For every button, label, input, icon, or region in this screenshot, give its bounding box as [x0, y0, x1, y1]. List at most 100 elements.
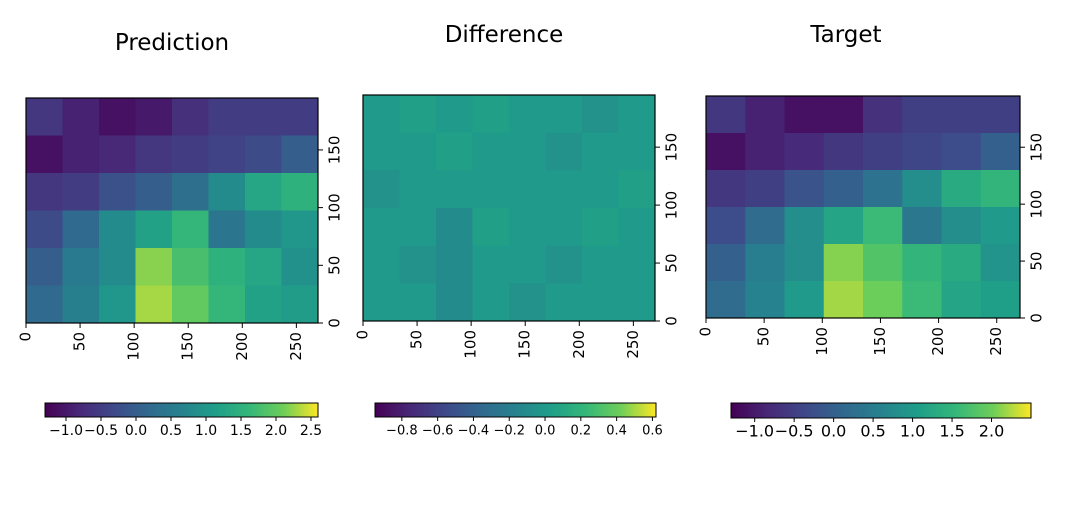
heatmap-cell [706, 96, 746, 134]
heatmap-cell [363, 245, 400, 284]
heatmap-cell [208, 210, 246, 249]
x-tick-label: 150 [871, 327, 889, 356]
colorbar-tick-label: −0.6 [422, 424, 454, 439]
heatmap-cell [363, 95, 400, 134]
heatmap-cell [62, 173, 100, 211]
plot-frame [705, 95, 1021, 319]
heatmap-cell [399, 208, 437, 247]
colorbar-tick-label: 0.0 [125, 423, 147, 439]
y-tick-label: 50 [1028, 252, 1046, 271]
colorbar-tick-label: −0.5 [775, 422, 814, 441]
heatmap-cell [582, 170, 619, 209]
y-tick-label: 0 [326, 318, 344, 328]
colorbar-tick-label: 2.0 [979, 422, 1004, 441]
heatmap-cell [745, 96, 785, 134]
colorbar-tick-label: 1.0 [900, 422, 925, 441]
heatmap-cell [472, 283, 510, 322]
heatmap-cell [745, 281, 785, 319]
colorbar-tick-label: 0.0 [821, 422, 846, 441]
y-tick-label: 50 [326, 256, 344, 275]
x-tick-label: 150 [516, 330, 534, 359]
heatmap-cell [545, 170, 583, 209]
heatmap-cell [363, 132, 400, 171]
heatmap-cell [245, 135, 282, 174]
colorbar-tick-label: −0.4 [458, 424, 490, 439]
heatmap-cell [823, 281, 864, 319]
x-tick-label: 200 [929, 327, 947, 356]
heatmap-cell [399, 132, 437, 171]
x-tick-label: 50 [71, 332, 89, 351]
heatmap-cell [135, 98, 173, 136]
heatmap-cell [902, 96, 942, 134]
colorbar-tick-label: 0.6 [642, 424, 663, 439]
heatmap-cell [208, 98, 246, 136]
heatmap-cell [902, 170, 942, 208]
x-tick-label: 250 [624, 330, 642, 359]
heatmap-cell [823, 96, 864, 134]
heatmap-cell [980, 244, 1021, 282]
heatmap-cell [135, 173, 173, 211]
heatmap-cell [62, 285, 100, 324]
heatmap-cell [745, 170, 785, 208]
colorbar-tick-label: 0.0 [535, 424, 556, 439]
heatmap-cell [545, 132, 583, 171]
heatmap-cell [436, 95, 473, 134]
heatmap-cell [618, 170, 656, 209]
heatmap-cell [399, 95, 437, 134]
heatmap-cell [902, 207, 942, 245]
heatmap-cell [745, 133, 785, 171]
x-tick-label: 100 [813, 327, 831, 356]
heatmap-cell [823, 244, 864, 282]
heatmap-cell [208, 248, 246, 286]
heatmap-cell [472, 245, 510, 284]
x-tick-label: 200 [233, 332, 251, 361]
y-tick-label: 150 [663, 133, 681, 162]
heatmap-cell [823, 170, 864, 208]
y-tick-label: 100 [663, 191, 681, 220]
heatmap-cell [172, 285, 209, 324]
heatmap-cell [863, 281, 903, 319]
colorbar [374, 402, 657, 418]
x-tick-label: 250 [987, 327, 1005, 356]
heatmap-cell [863, 133, 903, 171]
heatmap-cell [941, 96, 982, 134]
heatmap-cell [472, 95, 510, 134]
heatmap-cell [99, 248, 136, 286]
plot-frame [362, 94, 656, 322]
heatmap-cell [706, 170, 746, 208]
colorbar [730, 402, 1032, 419]
colorbar-tick-label: −1.0 [735, 422, 774, 441]
heatmap-cell [281, 98, 319, 136]
heatmap-cell [509, 170, 546, 209]
colorbar-tick-label: 0.2 [570, 424, 591, 439]
heatmap-cell [980, 281, 1021, 319]
heatmap-cell [26, 135, 63, 174]
plot-frame [25, 97, 319, 324]
x-tick-label: 0 [354, 330, 372, 340]
heatmap-cell [980, 207, 1021, 245]
colorbar-tick-label: −0.2 [493, 424, 525, 439]
heatmap-cell [941, 244, 982, 282]
heatmap-cell [509, 132, 546, 171]
heatmap-cell [245, 285, 282, 324]
heatmap-cell [706, 244, 746, 282]
heatmap-cell [863, 207, 903, 245]
y-tick-label: 100 [326, 193, 344, 222]
heatmap-cell [545, 95, 583, 134]
heatmap-cell [545, 208, 583, 247]
heatmap-cell [745, 207, 785, 245]
heatmap-cell [472, 170, 510, 209]
heatmap-cell [99, 173, 136, 211]
heatmap-cell [281, 210, 319, 249]
x-tick-label: 50 [755, 327, 773, 346]
heatmap-cell [172, 248, 209, 286]
heatmap-cell [135, 248, 173, 286]
heatmap-cell [545, 283, 583, 322]
colorbar-tick-label: −0.8 [386, 424, 418, 439]
heatmap-cell [618, 208, 656, 247]
colorbar-tick-label: 1.5 [230, 423, 252, 439]
heatmap-cell [363, 283, 400, 322]
heatmap-cell [208, 173, 246, 211]
colorbar-tick-label: 0.4 [606, 424, 627, 439]
colorbar-tick-label: 2.0 [265, 423, 287, 439]
